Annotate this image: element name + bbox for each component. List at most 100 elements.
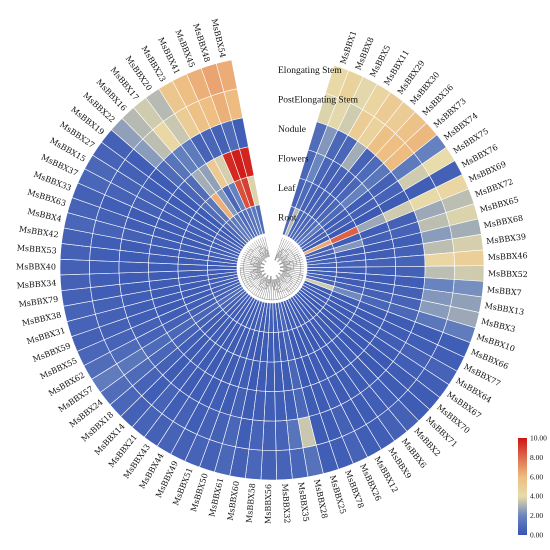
- tissue-label: Nodule: [278, 125, 306, 135]
- tree-branch: [253, 277, 257, 280]
- tree-branch: [281, 259, 285, 262]
- tree-branch: [246, 272, 266, 288]
- tree-branch: [277, 243, 293, 262]
- tree-branch: [276, 274, 290, 295]
- tree-branch: [261, 278, 263, 280]
- tissue-label: Leaf: [278, 183, 296, 194]
- tree-branch: [275, 238, 285, 261]
- tree-branch: [266, 250, 269, 254]
- tree-branch: [274, 237, 283, 261]
- tree-branch: [255, 274, 259, 277]
- tree-branch: [261, 257, 264, 260]
- tree-branch: [261, 276, 265, 280]
- colorbar-tick-label: 6.00: [530, 472, 543, 481]
- tree-branch: [253, 263, 255, 267]
- tree-branch: [280, 252, 283, 256]
- heatmap-cell: [453, 265, 485, 282]
- tree-branch: [257, 275, 269, 297]
- tree-branch: [263, 259, 267, 263]
- tree-branch: [277, 254, 280, 258]
- tree-branch: [264, 247, 267, 251]
- tree-branch: [266, 276, 271, 300]
- tree-branch: [258, 273, 263, 276]
- tree-branch: [266, 278, 268, 282]
- colorbar-tick-label: 8.00: [530, 453, 543, 462]
- tree-branch: [280, 263, 304, 268]
- tree-branch: [263, 277, 266, 281]
- tree-branch: [264, 278, 267, 282]
- tree-branch: [243, 253, 265, 265]
- tree-branch: [277, 277, 280, 281]
- tree-branch: [260, 287, 263, 291]
- tree-branch: [282, 261, 286, 264]
- gene-label: MsBBX46: [488, 251, 528, 262]
- tree-branch: [283, 263, 287, 266]
- tree-branch: [269, 276, 271, 280]
- tree-branch: [259, 245, 262, 249]
- tree-branch: [239, 268, 304, 301]
- tree-branch: [274, 279, 277, 283]
- tree-branch: [262, 276, 265, 280]
- tree-branch: [283, 264, 287, 266]
- tree-branch: [289, 260, 293, 263]
- tree-branch: [265, 282, 268, 286]
- tree-branch: [283, 279, 287, 283]
- tree-branch: [287, 248, 298, 265]
- tree-branch: [240, 265, 264, 268]
- tree-branch: [292, 261, 295, 270]
- tree-branch: [267, 278, 269, 283]
- tree-branch: [259, 279, 263, 282]
- gene-label: MsBBX13: [484, 301, 525, 317]
- tree-branch: [281, 258, 285, 262]
- tree-branch: [288, 275, 292, 278]
- tree-branch: [248, 273, 267, 290]
- tree-branch: [279, 269, 304, 277]
- heatmap-cell: [59, 258, 90, 276]
- tissue-label: Flowers: [278, 154, 309, 164]
- tree-branch: [263, 254, 265, 256]
- tissue-label: PostElongating Stem: [278, 95, 359, 105]
- tree-branch: [278, 272, 299, 287]
- tree-branch: [259, 274, 263, 277]
- tree-branch: [284, 275, 289, 278]
- colorbar-tick-label: 4.00: [530, 492, 543, 501]
- tree-branch: [287, 276, 293, 284]
- tree-branch: [274, 282, 276, 287]
- tree-branch: [241, 270, 265, 278]
- tree-branch: [278, 282, 293, 293]
- gene-label: MsBBX25: [328, 474, 348, 515]
- tree-branch: [278, 281, 281, 285]
- tree-branch: [255, 276, 258, 280]
- tree-branch: [259, 259, 263, 262]
- tree-branch: [279, 254, 302, 265]
- gene-label: MsBBX34: [16, 279, 56, 291]
- colorbar: 0.00 2.00 4.00 6.00 8.00 10.00: [518, 434, 547, 540]
- tree-branch: [257, 256, 261, 260]
- heatmap-cell: [254, 204, 266, 235]
- tree-branch: [266, 275, 269, 279]
- tree-branch: [279, 270, 284, 272]
- tree-branch: [284, 280, 288, 284]
- tree-branch: [277, 259, 280, 262]
- tree-branch: [258, 261, 262, 264]
- tree-branch: [263, 273, 267, 276]
- heatmap-cell: [262, 420, 277, 451]
- tree-branch: [276, 278, 279, 282]
- gene-label: MsBBX58: [245, 483, 258, 524]
- tree-branch: [263, 259, 267, 263]
- tree-branch: [267, 253, 269, 258]
- tree-branch: [258, 272, 262, 275]
- heatmap-cell: [424, 265, 455, 280]
- tree-branch: [277, 255, 281, 259]
- gene-label: MsBBX72: [474, 177, 515, 199]
- heatmap-cell: [275, 419, 290, 451]
- gene-label: MsBBX63: [26, 188, 67, 208]
- tree-branch: [285, 260, 290, 263]
- tree-branch: [285, 248, 289, 252]
- tree-branch: [277, 245, 295, 263]
- tree-branch: [283, 271, 287, 273]
- tree-branch: [255, 259, 259, 262]
- tree-branch: [263, 280, 265, 282]
- tree-branch: [255, 274, 269, 296]
- gene-label: MsBBX56: [264, 484, 274, 524]
